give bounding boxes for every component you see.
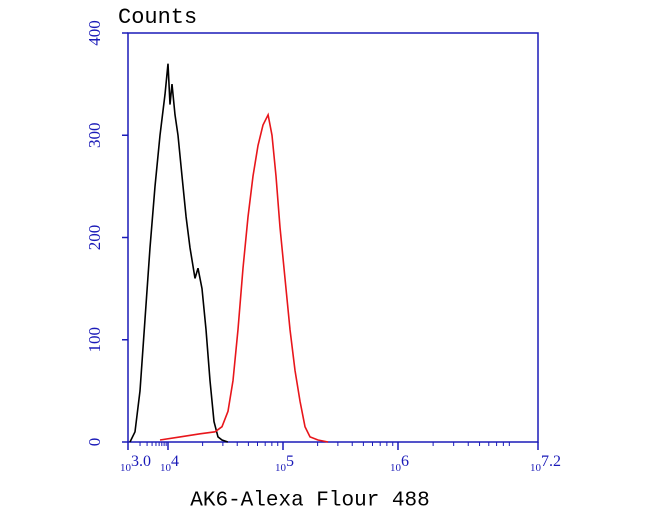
tick-exponent: 6 <box>401 453 409 470</box>
tick-exponent: 7.2 <box>541 453 561 470</box>
x-tick-label: 104 <box>160 453 179 474</box>
y-tick-label: 100 <box>85 327 104 353</box>
tick-base: 10 <box>390 462 402 474</box>
tick-exponent: 4 <box>171 453 179 470</box>
y-tick-label: 300 <box>85 123 104 149</box>
histogram-line <box>129 63 229 443</box>
tick-base: 10 <box>160 462 172 474</box>
y-tick-label: 400 <box>85 20 104 46</box>
x-tick-label: 103.0 <box>120 453 151 474</box>
x-axis-label: AK6-Alexa Flour 488 <box>190 490 429 512</box>
x-tick-label: 106 <box>390 453 409 474</box>
x-tick-label: 105 <box>275 453 294 474</box>
tick-base: 10 <box>530 462 542 474</box>
tick-exponent: 5 <box>286 453 294 470</box>
tick-exponent: 3.0 <box>131 453 151 470</box>
histogram-line <box>159 112 329 443</box>
y-tick-label: 0 <box>85 438 104 447</box>
tick-base: 10 <box>120 462 132 474</box>
x-tick-label: 107.2 <box>530 453 561 474</box>
y-tick-label: 200 <box>85 225 104 251</box>
chart-title: Counts <box>118 5 197 30</box>
tick-base: 10 <box>275 462 287 474</box>
